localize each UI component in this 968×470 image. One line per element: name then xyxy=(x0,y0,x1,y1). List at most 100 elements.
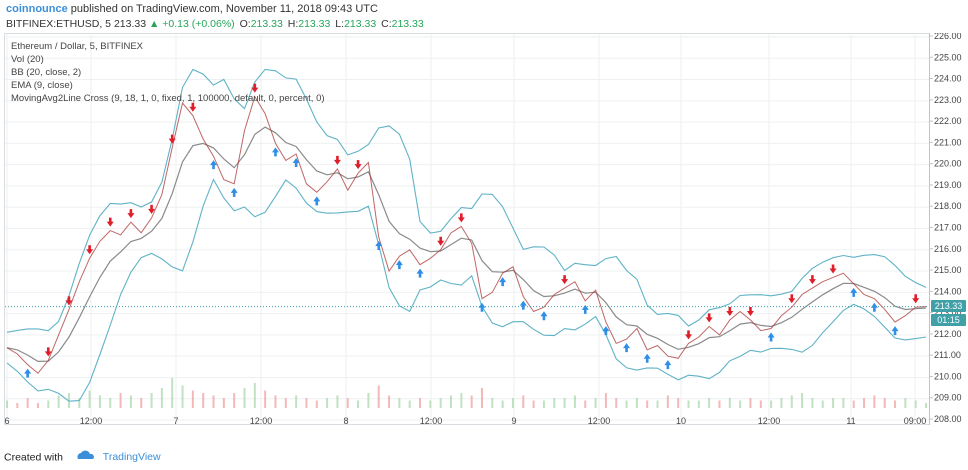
y-tick-label: 222.00 xyxy=(934,116,962,126)
volume-bar xyxy=(863,398,866,408)
volume-bar xyxy=(687,400,690,408)
volume-bar xyxy=(16,403,19,408)
x-tick-label: 12:00 xyxy=(420,416,443,426)
sell-arrow-icon xyxy=(788,294,796,304)
buy-arrow-icon xyxy=(519,300,527,310)
legend-bollinger[interactable]: BB (20, close, 2) xyxy=(11,67,82,78)
volume-bar xyxy=(191,390,194,408)
tradingview-link[interactable]: TradingView xyxy=(102,451,161,464)
volume-bar xyxy=(842,398,845,408)
buy-arrow-icon xyxy=(499,277,507,287)
price-line xyxy=(6,95,927,374)
volume-bar xyxy=(88,390,91,408)
volume-bar xyxy=(584,400,587,408)
volume-bar xyxy=(563,398,566,408)
sell-arrow-icon xyxy=(829,264,837,274)
current-price-badge: 213.33 xyxy=(931,300,966,312)
volume-bar xyxy=(904,398,907,408)
volume-bar xyxy=(522,395,525,408)
sell-arrow-icon xyxy=(106,217,114,227)
publish-info: published on TradingView.com, November 1… xyxy=(70,3,378,15)
publisher-link[interactable]: coinnounce xyxy=(6,3,68,15)
buy-arrow-icon xyxy=(623,343,631,353)
legend-title[interactable]: Ethereum / Dollar, 5, BITFINEX xyxy=(11,41,143,52)
volume-bar xyxy=(615,398,618,408)
indicator-legend: Ethereum / Dollar, 5, BITFINEX Vol (20) … xyxy=(11,40,325,105)
buy-arrow-icon xyxy=(767,332,775,342)
volume-bar xyxy=(357,400,360,408)
y-tick-label: 217.00 xyxy=(934,223,962,233)
volume-bar xyxy=(26,398,29,408)
volume-bar xyxy=(57,395,60,408)
y-tick-label: 214.00 xyxy=(934,286,962,296)
buy-arrow-icon xyxy=(313,196,321,206)
symbol-label: BITFINEX:ETHUSD, 5 xyxy=(6,18,112,30)
x-tick-label: 9 xyxy=(511,416,516,426)
last-price: 213.33 xyxy=(113,18,147,30)
volume-bar xyxy=(212,395,215,408)
volume-bar xyxy=(98,395,101,408)
y-tick-label: 226.00 xyxy=(934,33,962,41)
ema-line xyxy=(6,126,927,363)
volume-bar xyxy=(646,400,649,408)
buy-arrow-icon xyxy=(850,287,858,297)
buy-arrow-icon xyxy=(478,302,486,312)
sell-arrow-icon xyxy=(685,330,693,340)
y-tick-label: 213.00 xyxy=(934,308,962,318)
high-value: 213.33 xyxy=(298,18,331,30)
sell-arrow-icon xyxy=(65,296,73,306)
x-tick-label: 6 xyxy=(5,416,10,426)
volume-bar xyxy=(47,400,50,408)
volume-bar xyxy=(491,398,494,408)
volume-bar xyxy=(450,395,453,408)
sell-arrow-icon xyxy=(333,155,341,165)
legend-ema[interactable]: EMA (9, close) xyxy=(11,80,73,91)
volume-bar xyxy=(925,403,927,408)
sell-arrow-icon xyxy=(457,213,465,223)
buy-arrow-icon xyxy=(664,360,672,370)
volume-bar xyxy=(388,395,391,408)
sell-arrow-icon xyxy=(189,102,197,112)
y-tick-label: 219.00 xyxy=(934,180,962,190)
legend-volume[interactable]: Vol (20) xyxy=(11,54,44,65)
x-tick-label: 10 xyxy=(676,416,686,426)
buy-arrow-icon xyxy=(540,311,548,321)
volume-bar xyxy=(656,400,659,408)
volume-bar xyxy=(295,395,298,408)
buy-arrow-icon xyxy=(581,304,589,314)
volume-bar xyxy=(140,398,143,408)
volume-bar xyxy=(604,393,607,408)
x-tick-label: 12:00 xyxy=(250,416,273,426)
buy-arrow-icon xyxy=(870,302,878,312)
volume-bar xyxy=(274,395,277,408)
volume-bar xyxy=(305,398,308,408)
volume-bar xyxy=(470,395,473,408)
chart-pane[interactable]: 6 12:00 7 12:00 8 12:00 9 12:00 10 12:00 11 09:00 xyxy=(4,33,930,426)
volume-bar xyxy=(532,400,535,408)
bollinger-lower xyxy=(6,178,927,402)
volume-bar xyxy=(594,398,597,408)
volume-bar xyxy=(160,388,163,408)
volume-bar xyxy=(770,400,773,408)
buy-arrow-icon xyxy=(210,160,218,170)
sell-arrow-icon xyxy=(44,347,52,357)
volume-bar xyxy=(821,400,824,408)
buy-arrow-icon xyxy=(395,260,403,270)
x-tick-label: 12:00 xyxy=(758,416,781,426)
legend-ma-cross[interactable]: MovingAvg2Line Cross (9, 18, 1, 0, fixed… xyxy=(11,93,325,104)
volume-bar xyxy=(243,388,246,408)
sell-arrow-icon xyxy=(148,204,156,214)
volume-bar xyxy=(171,378,174,408)
volume-bar xyxy=(625,400,628,408)
volume-bar xyxy=(150,393,153,408)
volume-bar xyxy=(346,398,349,408)
volume-bar xyxy=(894,400,897,408)
price-chart[interactable]: 6 12:00 7 12:00 8 12:00 9 12:00 10 12:00 11 09:00 xyxy=(4,34,930,426)
volume-bar xyxy=(129,395,132,408)
price-change: ▲ +0.13 (+0.06%) xyxy=(148,18,235,30)
volume-bar xyxy=(398,398,401,408)
sell-arrow-icon xyxy=(561,275,569,285)
volume-bar xyxy=(852,400,855,408)
volume-bar xyxy=(542,400,545,408)
price-axis[interactable]: 226.00 225.00 224.00 223.00 222.00 221.00 220.… xyxy=(929,31,968,425)
